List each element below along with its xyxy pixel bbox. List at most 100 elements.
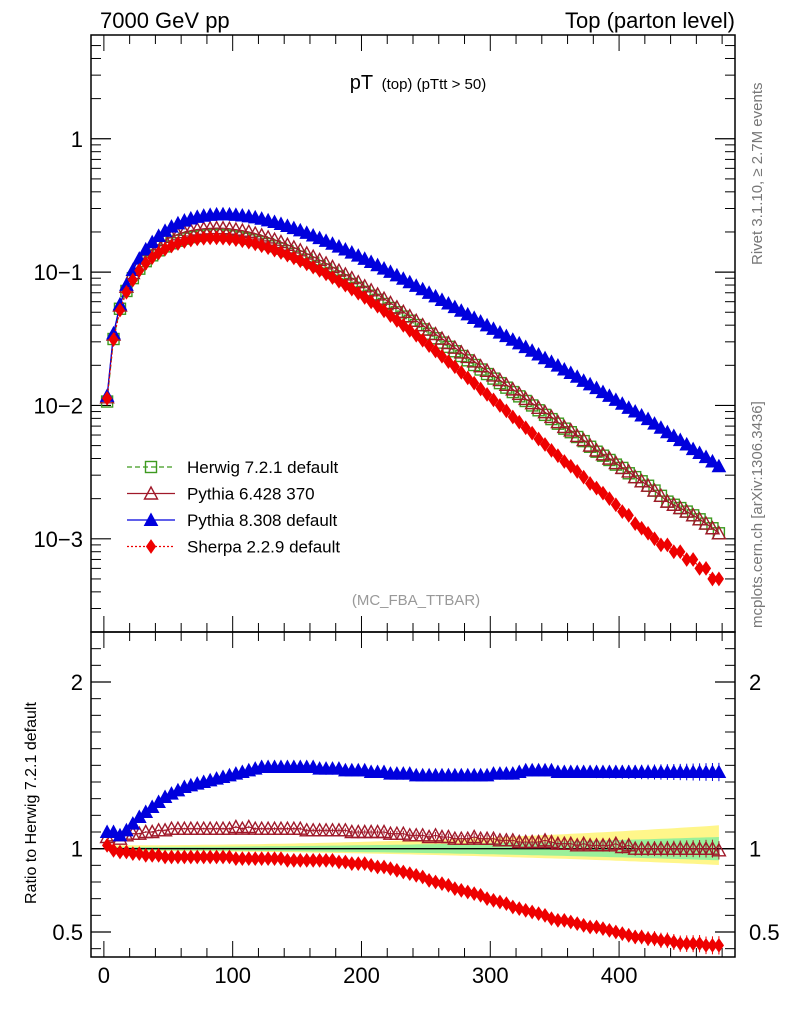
ratio-point: [449, 881, 460, 897]
rivet-label: Rivet 3.1.10, ≥ 2.7M events: [749, 83, 766, 266]
ratio-point: [275, 851, 287, 867]
plot-title-sub: (top) (pTtt > 50): [382, 76, 487, 93]
ratio-point: [713, 937, 725, 953]
data-point: [582, 437, 598, 452]
series-line: [106, 227, 720, 534]
data-point: [539, 437, 551, 452]
ratio-uncertainty-bands: [91, 825, 735, 865]
legend-marker: [143, 485, 159, 500]
ratio-point: [134, 846, 145, 862]
data-point: [434, 330, 450, 345]
ratio-point: [601, 837, 618, 852]
data-point: [485, 367, 502, 382]
data-point: [417, 332, 428, 348]
data-point: [595, 446, 611, 461]
data-point: [453, 344, 469, 359]
ratio-point: [610, 924, 621, 940]
ratio-point: [234, 820, 251, 835]
ratio-point: [604, 922, 615, 938]
ratio-series-1: [99, 759, 727, 842]
legend-label: Pythia 8.308 default: [187, 511, 338, 530]
ratio-point: [153, 847, 164, 863]
ratio-point: [427, 827, 444, 842]
data-point: [492, 372, 508, 387]
data-point: [443, 354, 454, 370]
data-point: [488, 392, 499, 408]
ratio-point: [520, 902, 531, 918]
data-point: [533, 431, 544, 447]
ratio-point: [565, 914, 576, 930]
ratio-xtick-label: 100: [214, 963, 251, 988]
data-point: [436, 348, 448, 364]
series-3: [101, 230, 725, 587]
data-point: [679, 503, 695, 518]
data-point: [404, 322, 415, 338]
ratio-point: [578, 917, 589, 933]
data-point: [469, 375, 480, 391]
data-point: [565, 458, 576, 474]
ratio-point: [462, 884, 473, 900]
data-point: [440, 335, 457, 350]
ratio-ytick-label: 1: [71, 837, 83, 862]
ratio-point: [436, 876, 448, 892]
data-point: [472, 358, 489, 373]
data-point: [537, 404, 553, 419]
data-point: [402, 308, 418, 323]
ratio-point: [337, 822, 354, 837]
ratio-point: [121, 844, 132, 860]
ratio-point: [440, 829, 457, 844]
data-point: [653, 420, 669, 434]
data-point: [691, 511, 708, 526]
ratio-point: [546, 911, 557, 927]
data-point: [646, 482, 663, 497]
ratio-point: [359, 856, 370, 872]
data-point: [649, 531, 660, 547]
legend-entry: Pythia 8.308 default: [127, 511, 338, 530]
data-point: [494, 398, 506, 413]
legend-marker: [145, 539, 157, 554]
header-energy: 7000 GeV pp: [100, 8, 230, 33]
top-axis-ticks: 1 10−1 10−2 10−3: [33, 34, 735, 633]
data-point: [633, 473, 650, 488]
ratio-point: [530, 834, 547, 849]
data-point: [575, 432, 592, 447]
ratio-point: [241, 819, 257, 834]
ratio-point: [711, 764, 727, 778]
ratio-point: [378, 859, 390, 875]
data-point: [679, 436, 695, 451]
ratio-point: [617, 926, 628, 942]
data-point: [447, 339, 463, 354]
data-point: [614, 459, 630, 475]
data-point: [563, 422, 579, 437]
data-point: [704, 520, 721, 535]
ratio-point: [119, 822, 134, 837]
data-point: [662, 537, 673, 553]
ratio-point: [340, 854, 351, 870]
ratio-point: [430, 874, 441, 890]
data-point: [556, 418, 573, 434]
ratio-point: [694, 936, 705, 952]
data-point: [524, 395, 540, 410]
ratio-point: [395, 825, 412, 840]
ratio-point: [636, 929, 647, 945]
ratio-point: [488, 892, 499, 908]
legend-entry: Herwig 7.2.1 default: [127, 458, 338, 477]
ratio-point: [623, 927, 634, 943]
ratio-point: [575, 835, 592, 850]
data-point: [559, 454, 570, 469]
ratio-ytick-label-right: 2: [749, 670, 761, 695]
legend-marker: [144, 460, 158, 474]
data-point: [666, 496, 682, 511]
data-point: [421, 321, 437, 336]
top-ytick-label: 1: [71, 127, 83, 152]
ratio-point: [481, 891, 493, 907]
analysis-label: (MC_FBA_TTBAR): [352, 592, 480, 609]
data-point: [140, 256, 151, 271]
data-point: [475, 381, 486, 397]
data-point: [217, 230, 229, 246]
ratio-point: [221, 820, 238, 835]
data-point: [250, 236, 261, 252]
data-point: [688, 552, 699, 567]
data-point: [700, 561, 712, 576]
ratio-point: [101, 837, 113, 853]
